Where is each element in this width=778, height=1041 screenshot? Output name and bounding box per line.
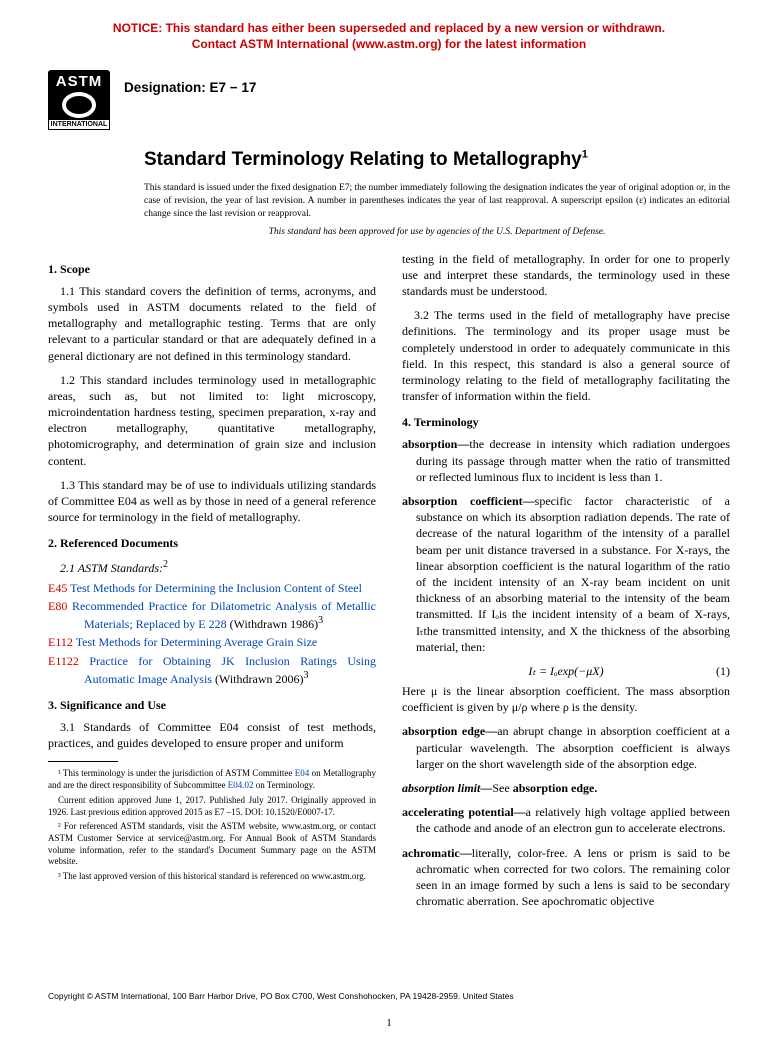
term-absorption-coefficient-cont: Here μ is the linear absorption coeffici… [402,683,730,715]
term-name: absorption coefficient— [402,494,535,508]
scope-heading: 1. Scope [48,261,376,277]
ref-code[interactable]: E112 [48,635,73,649]
term-xref: absorption edge. [513,781,598,795]
equation-number: (1) [716,663,730,679]
ref-code[interactable]: E45 [48,581,67,595]
ref-suffix-super: 3 [318,615,323,626]
term-name: absorption— [402,437,469,451]
page-number: 1 [0,1017,778,1029]
scope-1-1: 1.1 This standard covers the definition … [48,283,376,364]
term-def: specific factor characteristic of a subs… [416,494,730,654]
title-block: Standard Terminology Relating to Metallo… [144,148,730,236]
term-name: absorption limit— [402,781,492,795]
term-name: accelerating potential— [402,805,526,819]
footnote-1: ¹ This terminology is under the jurisdic… [48,768,376,791]
document-title: Standard Terminology Relating to Metallo… [144,148,730,172]
term-achromatic: achromatic—literally, color-free. A lens… [402,845,730,910]
refs-subhead: 2.1 ASTM Standards:2 [48,558,376,576]
title-text: Standard Terminology Relating to Metallo… [144,149,582,170]
footnote-2: ² For referenced ASTM standards, visit t… [48,821,376,868]
term-name: achromatic— [402,846,472,860]
ref-e1122: E1122 Practice for Obtaining JK Inclusio… [48,653,376,687]
designation: Designation: E7 − 17 [124,70,256,95]
sig-3-2: 3.2 The terms used in the field of metal… [402,307,730,404]
astm-logo: ASTM INTERNATIONAL [48,70,110,130]
logo-globe-icon [48,92,110,120]
scope-1-3: 1.3 This standard may be of use to indiv… [48,477,376,526]
refs-sub-label: 2.1 ASTM Standards: [60,561,163,575]
term-absorption-edge: absorption edge—an abrupt change in abso… [402,723,730,772]
logo-top: ASTM [48,70,110,92]
title-footnote-marker: 1 [582,149,588,161]
ref-e112: E112 Test Methods for Determining Averag… [48,634,376,650]
term-absorption-limit: absorption limit—See absorption edge. [402,780,730,796]
term-accelerating-potential: accelerating potential—a relatively high… [402,804,730,836]
term-name: absorption edge— [402,724,497,738]
footnote-link-e04[interactable]: E04 [295,768,310,778]
logo-bottom: INTERNATIONAL [48,120,110,130]
footnote-link-e0402[interactable]: E04.02 [228,780,254,790]
notice-banner: NOTICE: This standard has either been su… [48,20,730,52]
term-absorption-coefficient: absorption coefficient—specific factor c… [402,493,730,655]
terminology-heading: 4. Terminology [402,414,730,430]
ref-title[interactable]: Test Methods for Determining the Inclusi… [70,581,362,595]
scope-1-2: 1.2 This standard includes terminology u… [48,372,376,469]
header-row: ASTM INTERNATIONAL Designation: E7 − 17 [48,70,730,130]
ref-suffix-super: 3 [303,670,308,681]
copyright-line: Copyright © ASTM International, 100 Barr… [48,991,514,1001]
footnote-rule [48,761,118,762]
refs-sub-super: 2 [163,559,168,570]
ref-e80: E80 Recommended Practice for Dilatometri… [48,598,376,632]
ref-code[interactable]: E80 [48,599,67,613]
notice-line2: Contact ASTM International (www.astm.org… [192,37,586,51]
body-columns: 1. Scope 1.1 This standard covers the de… [48,251,730,918]
ref-suffix: (Withdrawn 2006) [212,672,304,686]
sig-3-1: 3.1 Standards of Committee E04 consist o… [48,719,376,751]
notice-line1: NOTICE: This standard has either been su… [113,21,665,35]
sig-3-1-cont: testing in the field of metallography. I… [402,251,730,300]
ref-title[interactable]: Recommended Practice for Dilatometric An… [72,599,376,631]
page: NOTICE: This standard has either been su… [0,0,778,1041]
footnote-3: ³ The last approved version of this hist… [48,871,376,883]
left-column: 1. Scope 1.1 This standard covers the de… [48,251,376,918]
ref-code[interactable]: E1122 [48,654,79,668]
issuance-note: This standard is issued under the fixed … [144,182,730,220]
dod-note: This standard has been approved for use … [144,227,730,237]
term-absorption: absorption—the decrease in intensity whi… [402,436,730,485]
ref-e45: E45 Test Methods for Determining the Inc… [48,580,376,596]
equation-body: Iₜ = Iₒexp(−μX) [528,664,603,678]
refs-heading: 2. Referenced Documents [48,535,376,551]
significance-heading: 3. Significance and Use [48,697,376,713]
right-column: testing in the field of metallography. I… [402,251,730,918]
equation-1: Iₜ = Iₒexp(−μX) (1) [402,663,730,679]
ref-title[interactable]: Test Methods for Determining Average Gra… [76,635,318,649]
ref-suffix: (Withdrawn 1986) [227,617,319,631]
footnote-1-edition: Current edition approved June 1, 2017. P… [48,795,376,818]
